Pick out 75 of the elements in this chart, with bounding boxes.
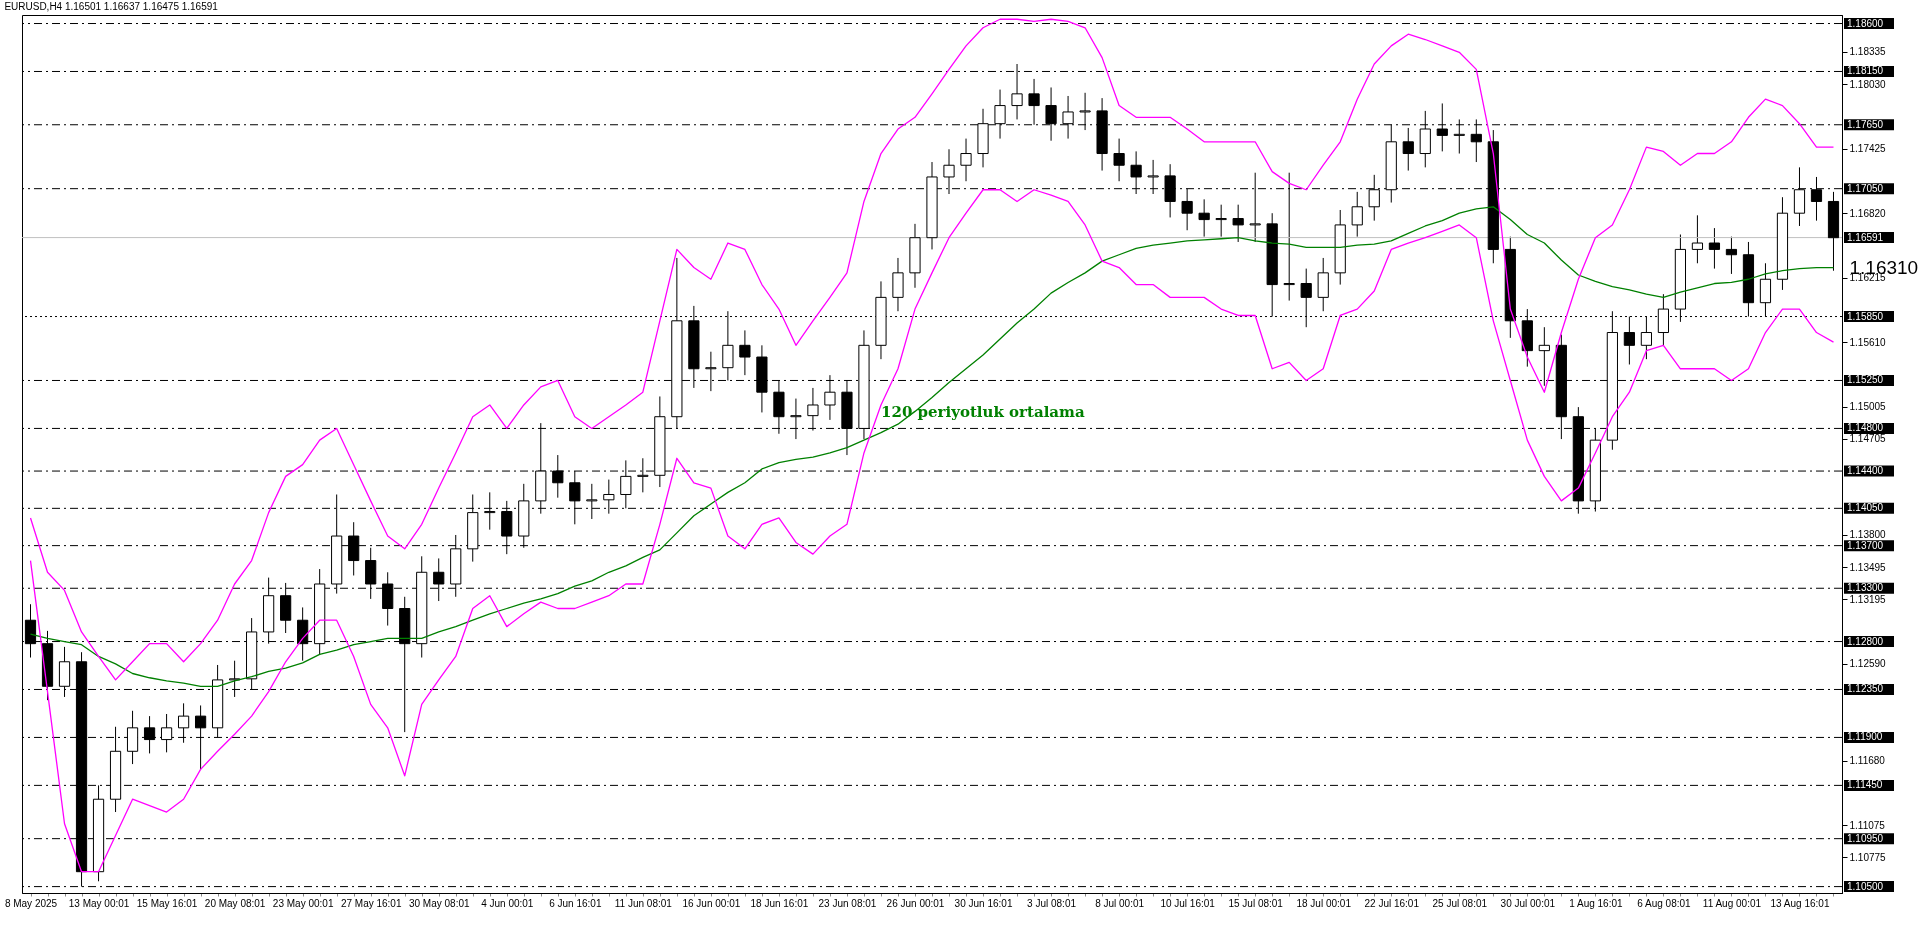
candlestick: [1402, 127, 1414, 172]
candlestick: [1725, 236, 1738, 275]
x-tick-label: 18 Jul 00:01: [1296, 897, 1352, 909]
ref-line-label: 1.16591: [1847, 231, 1884, 243]
y-tick-label: 1.10775: [1849, 851, 1887, 863]
candlestick: [1215, 204, 1227, 238]
candlestick: [1691, 214, 1704, 264]
candlestick: [1351, 191, 1363, 238]
x-tick-label: 3 Jul 08:01: [1027, 897, 1077, 909]
x-tick-label: 13 Aug 16:01: [1770, 897, 1830, 909]
line-series: [29, 18, 1835, 681]
y-tick-label: 1.11075: [1849, 819, 1886, 831]
x-tick-label: 11 Jun 08:01: [614, 897, 673, 909]
y-tick-label: 1.18335: [1849, 46, 1887, 58]
line-series: [29, 189, 1835, 873]
y-tick-label: 1.13495: [1849, 561, 1887, 573]
candlestick: [960, 138, 972, 182]
ref-line-label: 1.17650: [1847, 118, 1884, 130]
x-tick-label: 25 Jul 08:01: [1432, 897, 1488, 909]
ref-line-label: 1.18600: [1847, 17, 1884, 29]
x-tick-label: 15 May 16:01: [136, 897, 198, 909]
chart-title: EURUSD,H4 1.16501 1.16637 1.16475 1.16591: [4, 1, 219, 12]
candlestick: [739, 329, 751, 376]
ref-line-label: 1.18150: [1847, 65, 1884, 77]
ref-line-label: 1.10950: [1847, 832, 1884, 844]
x-tick-label: 6 Aug 08:01: [1637, 897, 1692, 909]
x-tick-label: 30 May 08:01: [408, 897, 470, 909]
candlestick: [1708, 227, 1721, 270]
ref-line-label: 1.12800: [1847, 635, 1884, 647]
x-tick-label: 23 Jun 08:01: [818, 897, 877, 909]
x-tick-label: 8 May 2025: [4, 897, 58, 909]
x-tick-label: 26 Jun 00:01: [886, 897, 945, 909]
x-tick-label: 16 Jun 00:01: [682, 897, 741, 909]
y-tick-label: 1.17425: [1849, 143, 1887, 155]
x-tick-label: 27 May 16:01: [340, 897, 402, 909]
x-tick-label: 20 May 08:01: [204, 897, 266, 909]
y-tick-label: 1.15610: [1849, 336, 1887, 348]
ref-line-label: 1.11900: [1847, 731, 1883, 743]
candlestick: [1232, 204, 1244, 243]
y-tick-label: 1.16820: [1849, 207, 1887, 219]
candlestick: [1623, 316, 1635, 365]
ref-line-label: 1.14800: [1847, 422, 1884, 434]
x-tick-label: 8 Jul 00:01: [1095, 897, 1145, 909]
y-tick-label: 1.13800: [1849, 529, 1887, 541]
ref-line-label: 1.13700: [1847, 539, 1884, 551]
y-tick-label: 1.14705: [1849, 433, 1887, 445]
x-tick-label: 30 Jun 16:01: [954, 897, 1013, 909]
y-tick-label: 1.18030: [1849, 78, 1887, 90]
ref-line-label: 1.14050: [1847, 502, 1884, 514]
candlestick: [1198, 198, 1210, 238]
ref-line-label: 1.14400: [1847, 465, 1884, 477]
x-tick-label: 18 Jun 16:01: [750, 897, 809, 909]
x-tick-label: 4 Jun 00:01: [481, 897, 534, 909]
x-tick-label: 10 Jul 16:01: [1160, 897, 1216, 909]
x-tick-label: 30 Jul 00:01: [1500, 897, 1556, 909]
series-label: 120 periyotluk ortalama: [881, 402, 1085, 421]
y-tick-label: 1.15005: [1849, 401, 1887, 413]
candlestick: [1113, 138, 1125, 182]
y-tick-label: 1.13195: [1849, 593, 1887, 605]
ref-line-label: 1.10500: [1847, 880, 1884, 892]
x-tick-label: 15 Jul 08:01: [1228, 897, 1284, 909]
ref-line-label: 1.13300: [1847, 582, 1884, 594]
ref-line-label: 1.15250: [1847, 374, 1884, 386]
ref-line-label: 1.17050: [1847, 182, 1884, 194]
x-tick-label: 22 Jul 16:01: [1364, 897, 1420, 909]
ref-line-label: 1.11450: [1847, 779, 1883, 791]
ref-line-label: 1.15850: [1847, 310, 1884, 322]
x-tick-label: 23 May 00:01: [272, 897, 334, 909]
x-tick-label: 13 May 00:01: [68, 897, 130, 909]
y-tick-label: 1.12590: [1849, 658, 1887, 670]
x-tick-label: 6 Jun 16:01: [549, 897, 602, 909]
x-tick-label: 11 Aug 00:01: [1702, 897, 1762, 909]
y-tick-label: 1.11680: [1849, 755, 1886, 767]
ref-line-label: 1.12350: [1847, 683, 1884, 695]
x-tick-label: 1 Aug 16:01: [1569, 897, 1623, 909]
